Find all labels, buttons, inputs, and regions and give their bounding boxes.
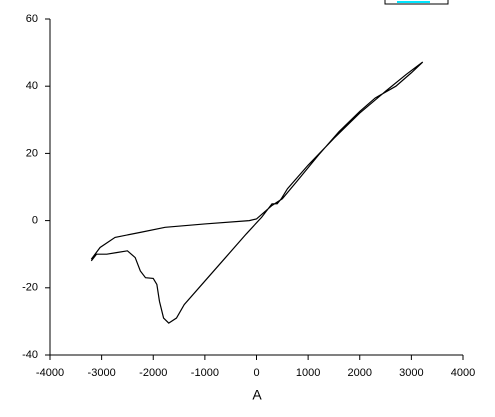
x-tick-label: -4000 [36,367,64,379]
x-tick-label: 2000 [348,367,372,379]
x-tick-label: -2000 [139,367,167,379]
y-tick-label: -20 [22,282,38,294]
data-line [90,61,424,324]
y-tick-label: 60 [26,13,38,25]
x-tick-label: 1000 [296,367,320,379]
x-tick-label: 3000 [399,367,423,379]
y-tick-label: 20 [26,147,38,159]
x-axis-label: A [252,387,262,403]
x-tick-label: -3000 [88,367,116,379]
y-tick-label: -40 [22,349,38,361]
y-tick-label: 0 [32,215,38,227]
x-tick-label: 0 [253,367,259,379]
x-tick-label: -1000 [191,367,219,379]
x-tick-label: 4000 [451,367,475,379]
y-tick-label: 40 [26,80,38,92]
